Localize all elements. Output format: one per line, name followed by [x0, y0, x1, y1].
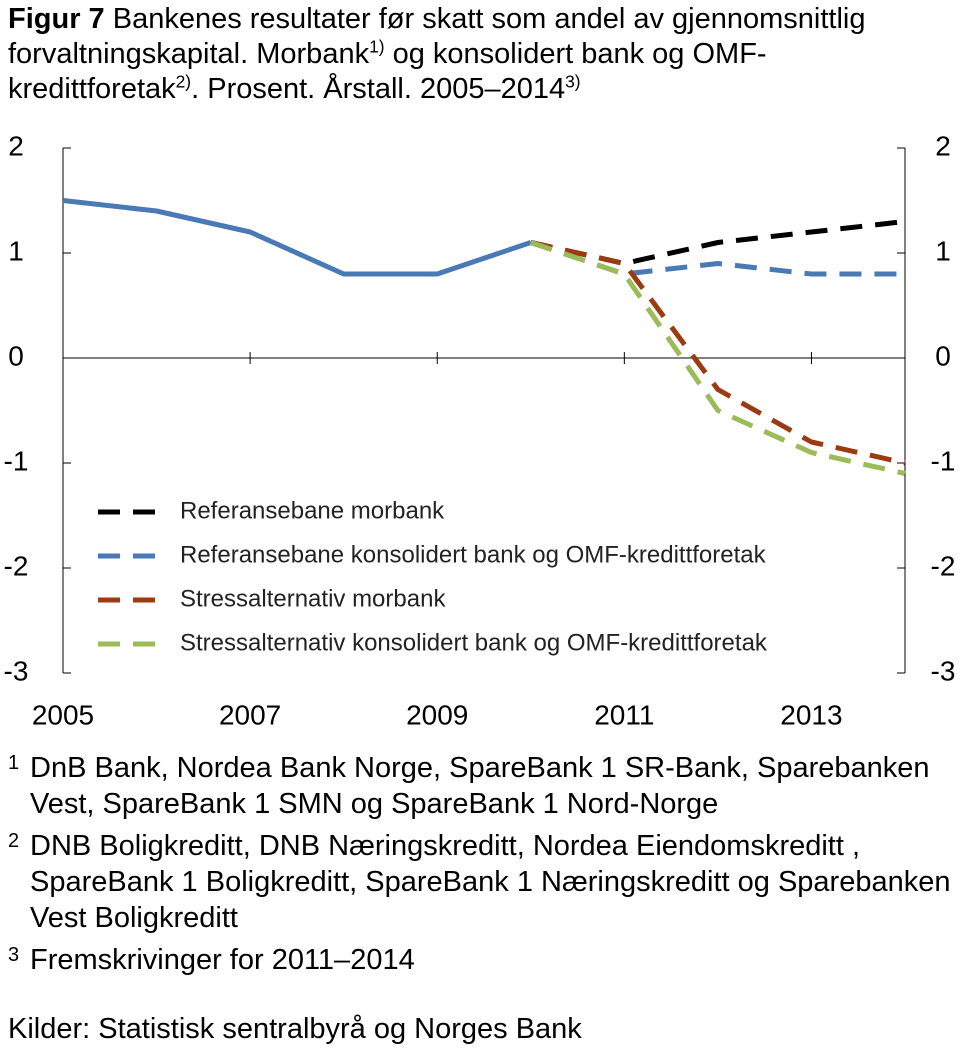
y-tick-label: -1 — [4, 445, 29, 476]
title-text: Bankenes resultater før skatt som andel … — [8, 3, 866, 70]
legend-label: Stressalternativ konsolidert bank og OMF… — [180, 629, 768, 656]
x-tick-label: 2005 — [32, 699, 94, 730]
y-tick-label: -2 — [4, 550, 29, 581]
note: 3 Fremskrivinger for 2011–2014 — [8, 942, 953, 978]
notes: 1 DnB Bank, Nordea Bank Norge, SpareBank … — [8, 750, 953, 984]
x-tick-label: 2013 — [780, 699, 842, 730]
legend-label: Stressalternativ morbank — [180, 585, 446, 612]
note-text: DNB Boligkreditt, DNB Næringskreditt, No… — [30, 830, 951, 934]
title-text: . Prosent. Årstall. 2005–2014 — [191, 73, 566, 105]
chart: -3 -2 -1 0 1 2 -3 -2 -1 0 1 2 2005 2007 2009 2011 2013 Re… — [4, 130, 956, 730]
y2-tick-label: 0 — [935, 340, 951, 371]
note-mark: 2 — [8, 830, 20, 852]
x-tick-label: 2007 — [219, 699, 281, 730]
title-sup: 3) — [565, 71, 581, 92]
y-tick-label: 0 — [8, 340, 24, 371]
title-sup: 1) — [369, 36, 385, 57]
y2-tick-label: 1 — [935, 235, 951, 266]
series-line — [530, 240, 906, 466]
y-tick-label: -3 — [4, 655, 29, 686]
y2-tick-label: 2 — [935, 130, 951, 161]
series-line — [529, 240, 905, 277]
title-text: og konsolidert bank og OMF-kredittforeta… — [8, 38, 767, 105]
y-tick-label: 1 — [8, 235, 24, 266]
legend-label: Referansebane morbank — [180, 497, 445, 524]
series-line — [530, 219, 906, 266]
y2-tick-label: -2 — [931, 550, 956, 581]
legend-label: Referansebane konsolidert bank og OMF-kr… — [180, 541, 767, 568]
note-mark: 1 — [8, 752, 20, 774]
source: Kilder: Statistisk sentralbyrå og Norges… — [8, 1013, 582, 1045]
y2-tick-label: -1 — [931, 445, 956, 476]
title-label: Figur 7 — [8, 3, 105, 35]
note-text: Fremskrivinger for 2011–2014 — [30, 944, 415, 976]
chart-title: Figur 7 Bankenes resultater før skatt so… — [8, 2, 938, 107]
x-tick-label: 2009 — [406, 699, 468, 730]
y2-tick-label: -3 — [931, 655, 956, 686]
title-sup: 2) — [175, 71, 192, 92]
note-text: DnB Bank, Nordea Bank Norge, SpareBank 1… — [30, 752, 930, 820]
note-mark: 3 — [8, 944, 20, 966]
note: 1 DnB Bank, Nordea Bank Norge, SpareBank … — [8, 750, 953, 822]
series-line — [62, 198, 532, 277]
y-tick-label: 2 — [8, 130, 24, 161]
x-tick-label: 2011 — [594, 699, 654, 730]
series-line — [529, 240, 906, 476]
note: 2 DNB Boligkreditt, DNB Næringskreditt, N… — [8, 828, 953, 936]
